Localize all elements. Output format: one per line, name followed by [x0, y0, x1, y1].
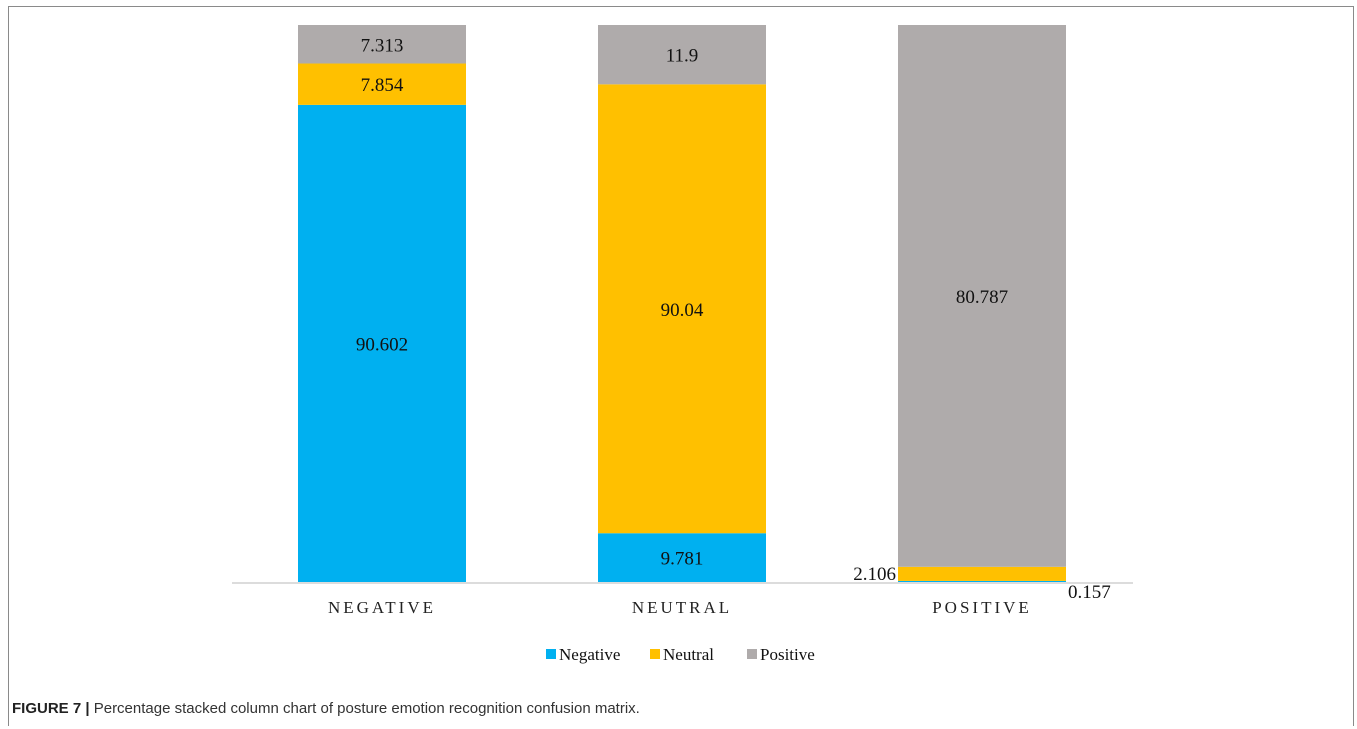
legend-swatch-neutral	[650, 649, 660, 659]
data-label-negative-positive: 7.313	[361, 35, 404, 56]
bar-negative-positive	[298, 25, 466, 64]
data-label-negative-negative: 90.602	[356, 334, 408, 355]
data-label-neutral-negative: 9.781	[661, 549, 704, 570]
legend-label-positive: Positive	[760, 645, 815, 664]
data-label-neutral-positive: 11.9	[666, 46, 699, 67]
bar-positive-positive	[898, 25, 1066, 567]
data-labels-group: 90.602 7.854 7.313 9.781 90.04 11.9 0.157 2.106…	[356, 35, 1111, 603]
bar-negative-negative	[298, 104, 466, 583]
category-label-neutral: NEUTRAL	[632, 598, 732, 617]
bar-negative-neutral	[298, 63, 466, 105]
figure-caption: FIGURE 7 | Percentage stacked column cha…	[12, 700, 1342, 717]
bar-positive-neutral	[898, 566, 1066, 581]
data-label-positive-negative: 0.157	[1068, 582, 1111, 603]
bar-neutral-neutral	[598, 84, 766, 534]
legend: Negative Neutral Positive	[546, 645, 815, 664]
data-label-positive-neutral: 2.106	[853, 564, 896, 585]
legend-swatch-positive	[747, 649, 757, 659]
category-labels-group: NEGATIVE NEUTRAL POSITIVE	[328, 598, 1032, 617]
legend-label-negative: Negative	[559, 645, 620, 664]
category-label-positive: POSITIVE	[932, 598, 1032, 617]
figure-label: FIGURE 7 |	[12, 700, 90, 717]
data-label-neutral-neutral: 90.04	[661, 300, 704, 321]
legend-label-neutral: Neutral	[663, 645, 714, 664]
category-label-negative: NEGATIVE	[328, 598, 436, 617]
bars-group	[298, 25, 1066, 583]
data-label-positive-positive: 80.787	[956, 287, 1008, 308]
bar-neutral-positive	[598, 25, 766, 85]
legend-swatch-negative	[546, 649, 556, 659]
bar-neutral-negative	[598, 533, 766, 582]
bar-positive-negative	[898, 580, 1066, 582]
caption-text: Percentage stacked column chart of postu…	[93, 700, 640, 717]
stacked-column-chart: 90.602 7.854 7.313 9.781 90.04 11.9 0.157 2.106…	[232, 25, 1133, 664]
data-label-negative-neutral: 7.854	[361, 75, 404, 96]
